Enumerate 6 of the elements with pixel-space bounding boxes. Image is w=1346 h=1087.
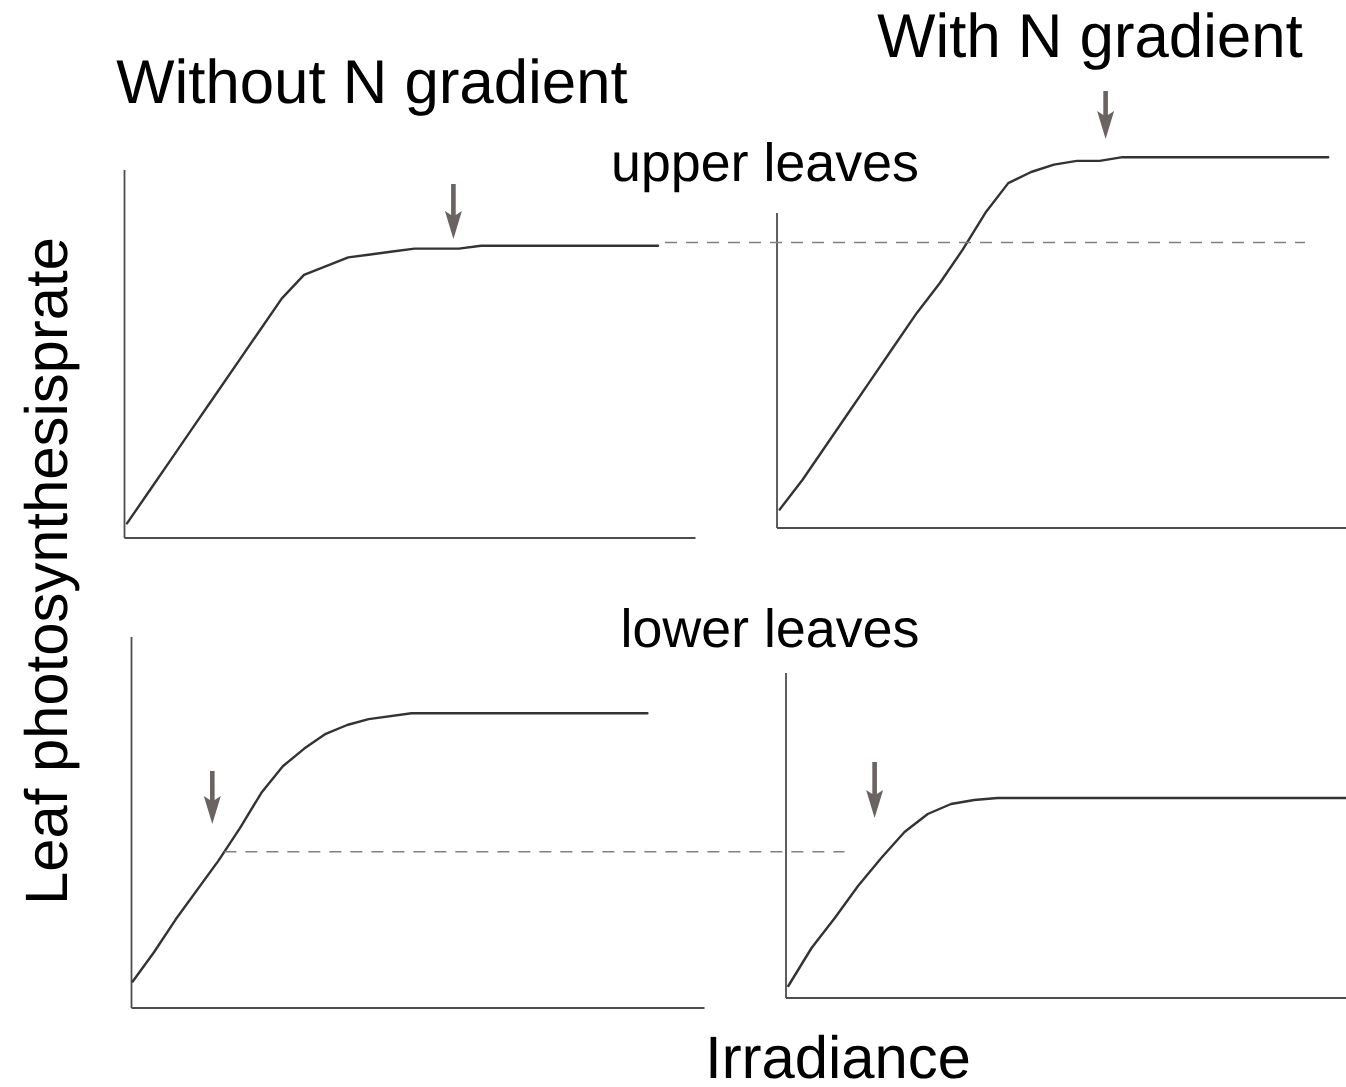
chart-title: Without N gradient [116, 58, 628, 116]
chart-title: With N gradient [877, 12, 1303, 70]
text: lower leaves [624, 608, 918, 648]
y-axis-title: Leaf photosynthesisprate [23, 239, 80, 901]
annotation: upper leaves [614, 141, 917, 193]
x-axis-title: Irradiance [710, 1034, 969, 1079]
